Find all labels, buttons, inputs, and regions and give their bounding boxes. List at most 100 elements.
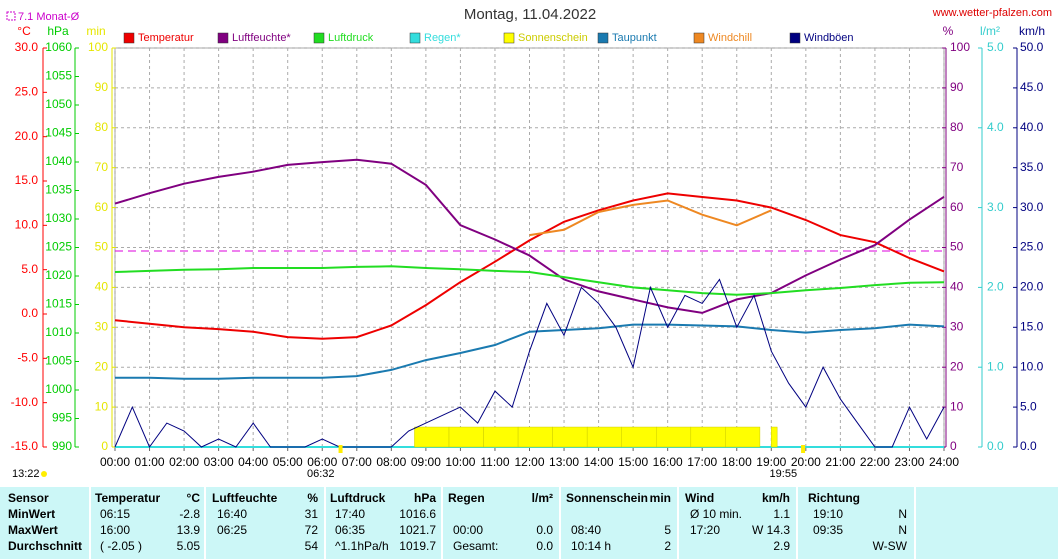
x-tick-label: 13:00 (549, 455, 579, 469)
cell-time: 00:00 (453, 523, 483, 537)
y-tick-label: 1040 (45, 154, 72, 168)
y-tick-label: 35.0 (1020, 160, 1044, 174)
cell-time: 09:35 (813, 523, 843, 537)
legend-swatch (409, 32, 421, 44)
y-tick-label: 70 (950, 160, 964, 174)
axis-unit: l/m² (980, 24, 1000, 38)
legend-swatch (503, 32, 515, 44)
cell-time: 17:40 (335, 507, 365, 521)
sunshine-bar (586, 426, 622, 448)
series-line (114, 265, 945, 296)
cell-time: 06:15 (100, 507, 130, 521)
series-line (114, 278, 945, 449)
x-tick-label: 00:00 (100, 455, 130, 469)
y-tick-label: 15.0 (15, 173, 39, 187)
y-tick-label: 60 (95, 200, 109, 214)
avg-icon (6, 11, 16, 21)
table-header: Temperatur (95, 491, 160, 505)
sunshine-bar (448, 426, 484, 448)
legend-label: Temperatur (138, 32, 194, 44)
table-header: Sonnenschein (566, 491, 648, 505)
cell-value: 72 (305, 523, 319, 537)
x-tick-label: 08:00 (376, 455, 406, 469)
x-tick-label: 03:00 (204, 455, 234, 469)
y-tick-label: 1030 (45, 211, 72, 225)
table-header: Regen (448, 491, 485, 505)
series-line (114, 158, 945, 314)
row-label: Durchschnitt (8, 539, 82, 553)
cell-value: 31 (305, 507, 319, 521)
series-line (115, 323, 945, 380)
monthly-avg-text: Monat-Ø (36, 11, 79, 23)
y-tick-label: 90 (95, 80, 109, 94)
axis-unit: hPa (47, 24, 69, 38)
y-tick-label: 1020 (45, 268, 72, 282)
y-tick-label: 1060 (45, 40, 72, 54)
sunshine-bar (517, 426, 553, 448)
cell-time: 17:20 (690, 523, 720, 537)
sunshine-bar (552, 426, 588, 448)
table-header: Richtung (808, 491, 860, 505)
cell-value: 1019.7 (399, 539, 436, 553)
cell-time: Ø 10 min. (690, 507, 742, 521)
y-tick-label: 1035 (45, 183, 72, 197)
y-tick-label: 5.0 (1020, 399, 1037, 413)
sunset-marker (801, 445, 806, 453)
y-tick-label: 10.0 (15, 218, 39, 232)
legend-label: Windböen (804, 32, 854, 44)
cell-time: 16:00 (100, 523, 130, 537)
y-tick-label: 10 (95, 399, 109, 413)
x-tick-label: 12:00 (514, 455, 544, 469)
y-tick-label: 100 (88, 40, 108, 54)
legend-label: Windchill (708, 32, 752, 44)
y-tick-label: 5.0 (987, 40, 1004, 54)
y-tick-label: 995 (52, 411, 72, 425)
y-tick-label: 30 (950, 319, 964, 333)
source: www.wetter-pfalzen.com (932, 7, 1052, 19)
monthly-avg-value: 7.1 (18, 11, 33, 23)
cell-value: N (898, 507, 907, 521)
y-tick-label: -5.0 (17, 351, 38, 365)
x-tick-label: 16:00 (653, 455, 683, 469)
y-tick-label: 20 (950, 359, 964, 373)
legend-label: Taupunkt (612, 32, 657, 44)
y-tick-label: 25.0 (15, 85, 39, 99)
cell-value: W 14.3 (752, 523, 790, 537)
x-tick-label: 24:00 (929, 455, 959, 469)
legend-swatch (789, 32, 801, 44)
y-tick-label: 1045 (45, 126, 72, 140)
legend-label: Luftfeuchte* (232, 32, 291, 44)
sunrise-marker (338, 445, 343, 453)
cell-time: 10:14 h (571, 539, 611, 553)
cell-value: 2.9 (773, 539, 790, 553)
y-tick-label: 30.0 (1020, 200, 1044, 214)
x-tick-label: 22:00 (860, 455, 890, 469)
y-tick-label: 20.0 (15, 129, 39, 143)
legend-label: Regen* (424, 32, 461, 44)
y-tick-label: 40 (950, 280, 964, 294)
monthly-avg-label: 7.1 Monat-Ø (18, 11, 80, 23)
sunshine-bar (414, 426, 450, 448)
legend-swatch (313, 32, 325, 44)
legend-label: Sonnenschein (518, 32, 588, 44)
y-tick-label: 10 (950, 399, 964, 413)
y-tick-label: 1025 (45, 240, 72, 254)
x-tick-label: 06:00 (307, 455, 337, 469)
y-tick-label: 10.0 (1020, 359, 1044, 373)
cell-time: ( -2.05 ) (100, 539, 142, 553)
y-tick-label: 0 (101, 439, 108, 453)
cell-time: 06:35 (335, 523, 365, 537)
row-label: MinWert (8, 507, 55, 521)
axis-unit: km/h (1019, 24, 1045, 38)
cell-value: 2 (664, 539, 671, 553)
y-tick-label: 1015 (45, 297, 72, 311)
cell-time: 08:40 (571, 523, 601, 537)
y-tick-label: 20.0 (1020, 280, 1044, 294)
y-tick-label: 1010 (45, 325, 72, 339)
cell-value: 5 (664, 523, 671, 537)
axis-unit: °C (17, 24, 31, 38)
y-tick-label: 4.0 (987, 120, 1004, 134)
sunshine-bar (690, 426, 726, 448)
y-tick-label: 50.0 (1020, 40, 1044, 54)
y-tick-label: 80 (95, 120, 109, 134)
